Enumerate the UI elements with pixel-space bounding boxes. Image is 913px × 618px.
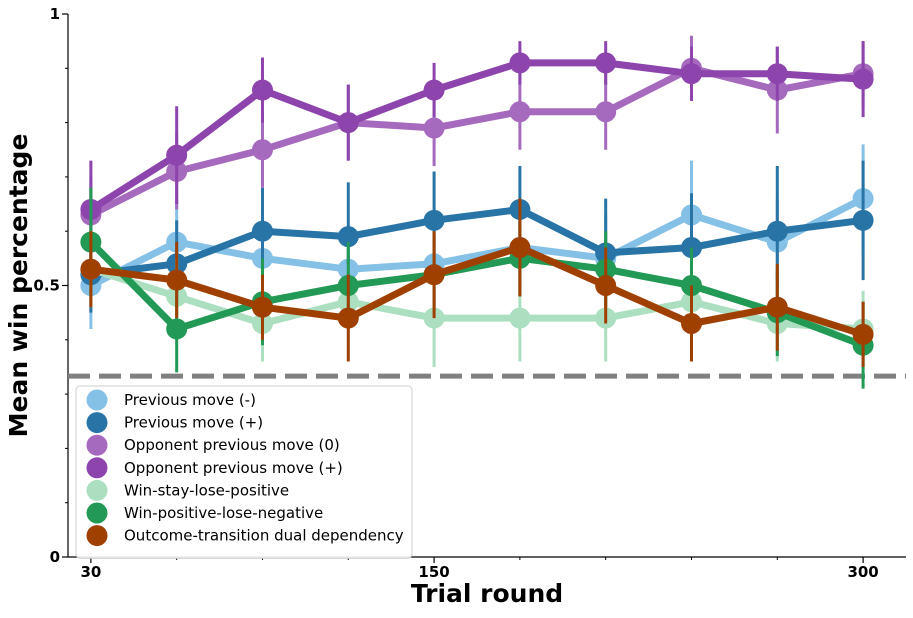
data-point bbox=[166, 269, 188, 291]
data-point bbox=[852, 68, 874, 90]
data-point bbox=[852, 209, 874, 231]
legend-label: Previous move (+) bbox=[124, 414, 263, 432]
data-point bbox=[166, 318, 188, 340]
legend: Previous move (-) Previous move (+) Oppone… bbox=[75, 385, 413, 559]
data-point bbox=[509, 101, 531, 123]
data-point bbox=[166, 144, 188, 166]
y-tick-label: 0 bbox=[50, 548, 60, 566]
data-point bbox=[766, 220, 788, 242]
series-line bbox=[87, 59, 867, 213]
data-point bbox=[337, 112, 359, 134]
data-point bbox=[680, 63, 702, 85]
data-point bbox=[680, 313, 702, 335]
legend-label: Outcome-transition dual dependency bbox=[124, 527, 404, 545]
data-point bbox=[80, 258, 102, 280]
data-point bbox=[423, 79, 445, 101]
x-tick-label: 150 bbox=[418, 563, 449, 581]
x-axis-title: Trial round bbox=[411, 579, 563, 608]
data-point bbox=[251, 139, 273, 161]
data-point bbox=[251, 296, 273, 318]
data-point bbox=[423, 117, 445, 139]
legend-marker bbox=[86, 457, 108, 479]
series-line bbox=[87, 206, 867, 279]
legend-marker bbox=[86, 389, 108, 411]
data-point bbox=[509, 236, 531, 258]
legend-marker bbox=[86, 525, 108, 547]
data-point bbox=[251, 220, 273, 242]
data-point bbox=[251, 79, 273, 101]
series-4 bbox=[80, 41, 874, 259]
legend-label: Opponent previous move (0) bbox=[124, 436, 340, 454]
series-line bbox=[87, 244, 867, 338]
data-point bbox=[595, 52, 617, 74]
series-group bbox=[80, 35, 874, 389]
data-point bbox=[766, 296, 788, 318]
legend-marker bbox=[86, 412, 108, 434]
data-point bbox=[337, 226, 359, 248]
legend-marker bbox=[86, 502, 108, 524]
data-point bbox=[766, 63, 788, 85]
x-tick-label: 300 bbox=[847, 563, 878, 581]
data-point bbox=[509, 52, 531, 74]
y-tick-label: 0.5 bbox=[33, 277, 60, 295]
legend-marker bbox=[86, 479, 108, 501]
series-3 bbox=[80, 35, 874, 253]
legend-label: Previous move (-) bbox=[124, 391, 256, 409]
series-7 bbox=[80, 198, 874, 367]
legend-label: Win-stay-lose-positive bbox=[124, 481, 289, 499]
series-line bbox=[87, 238, 867, 349]
data-point bbox=[423, 209, 445, 231]
legend-label: Opponent previous move (+) bbox=[124, 459, 343, 477]
data-point bbox=[423, 264, 445, 286]
y-tick-label: 1 bbox=[50, 5, 60, 23]
data-point bbox=[852, 323, 874, 345]
data-point bbox=[595, 275, 617, 296]
y-axis-title: Mean win percentage bbox=[4, 134, 33, 438]
x-tick-label: 30 bbox=[80, 563, 101, 581]
data-point bbox=[595, 101, 617, 123]
legend-label: Win-positive-lose-negative bbox=[124, 504, 323, 522]
data-point bbox=[509, 307, 531, 329]
legend-box bbox=[75, 385, 413, 559]
series-line bbox=[87, 64, 867, 219]
data-point bbox=[680, 236, 702, 258]
legend-marker bbox=[86, 434, 108, 456]
data-point bbox=[337, 307, 359, 329]
